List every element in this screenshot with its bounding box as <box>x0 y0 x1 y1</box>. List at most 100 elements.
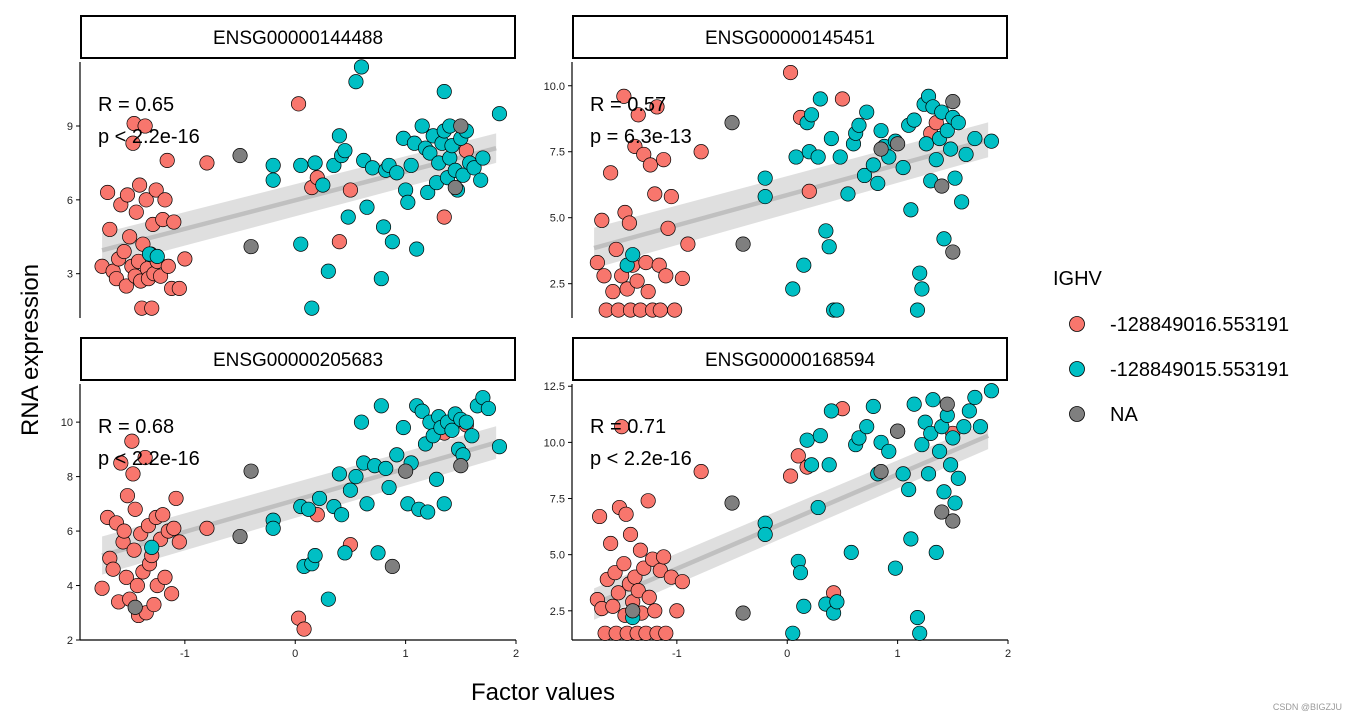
correlation-r: R = 0.65 <box>98 94 174 116</box>
data-point <box>859 419 875 435</box>
data-point <box>812 91 828 107</box>
data-point <box>395 420 411 436</box>
data-point <box>925 392 941 408</box>
data-point <box>157 192 173 208</box>
data-point <box>127 599 143 615</box>
data-point <box>453 458 469 474</box>
data-point <box>640 493 656 509</box>
data-point <box>370 545 386 561</box>
data-point <box>903 531 919 547</box>
data-point <box>589 255 605 271</box>
data-point <box>757 189 773 205</box>
data-point <box>647 186 663 202</box>
data-point <box>658 625 674 641</box>
data-point <box>293 236 309 252</box>
data-point <box>389 447 405 463</box>
data-point <box>799 432 815 448</box>
data-point <box>724 115 740 131</box>
data-point <box>961 403 977 419</box>
data-point <box>663 189 679 205</box>
data-point <box>621 215 637 231</box>
data-point <box>735 236 751 252</box>
data-point <box>243 463 259 479</box>
data-point <box>610 585 626 601</box>
correlation-p: p < 2.2e-16 <box>98 448 200 470</box>
data-point <box>311 490 328 506</box>
data-point <box>616 88 632 104</box>
data-point <box>307 155 323 171</box>
data-point <box>630 583 646 599</box>
data-point <box>790 448 806 464</box>
data-point <box>398 182 414 198</box>
legend-entry-3: NA <box>1069 404 1138 426</box>
y-tick-label: 6 <box>67 526 73 538</box>
data-point <box>359 496 375 512</box>
y-tick-label: 5.0 <box>550 213 565 225</box>
legend-label-2: -128849015.553191 <box>1110 359 1289 381</box>
data-point <box>480 400 496 417</box>
data-point <box>859 104 875 120</box>
y-tick-label: 9 <box>67 121 73 133</box>
data-point <box>199 155 215 171</box>
data-point <box>373 271 389 287</box>
data-point <box>420 184 436 201</box>
data-point <box>947 495 963 511</box>
data-point <box>757 526 773 543</box>
data-point <box>881 443 897 459</box>
x-tick-label: 2 <box>1005 648 1011 660</box>
regression-line <box>593 137 989 251</box>
data-point <box>829 594 845 610</box>
data-point <box>307 548 323 564</box>
data-point <box>785 281 801 297</box>
panel-2: ENSG00000145451 2.5 5.0 7.5 10.0 R = 0.57 p = … <box>544 15 1008 318</box>
data-point <box>132 177 148 193</box>
data-point <box>943 141 959 157</box>
data-point <box>909 302 926 318</box>
data-point <box>293 157 309 173</box>
data-point <box>605 598 621 614</box>
data-point <box>603 535 619 551</box>
data-point <box>656 549 672 565</box>
data-point <box>171 534 187 550</box>
data-point <box>890 136 906 152</box>
data-point <box>901 481 917 498</box>
correlation-p: p = 6.3e-13 <box>590 126 692 148</box>
data-point <box>342 182 358 198</box>
data-point <box>398 463 414 479</box>
data-point <box>148 182 164 198</box>
x-tick-label: 0 <box>292 648 298 660</box>
data-point <box>458 414 474 430</box>
data-point <box>137 118 153 134</box>
data-point <box>265 172 281 188</box>
y-tick-label: 2 <box>67 635 73 647</box>
data-point <box>983 133 999 149</box>
data-point <box>660 220 676 236</box>
data-point <box>912 625 928 641</box>
y-axis-label: RNA expression <box>17 264 44 436</box>
data-point <box>757 170 773 186</box>
data-point <box>821 457 837 473</box>
data-point <box>950 115 966 131</box>
data-point <box>632 542 648 558</box>
data-point <box>118 278 134 294</box>
data-point <box>125 135 141 151</box>
data-point <box>592 508 608 525</box>
data-point <box>954 194 970 210</box>
data-point <box>436 209 452 225</box>
legend-entry-1: -128849016.553191 <box>1069 314 1289 336</box>
data-point <box>320 591 336 607</box>
data-point <box>155 507 171 523</box>
x-tick-label: -1 <box>180 648 190 660</box>
data-point <box>873 123 889 139</box>
data-point <box>447 179 463 196</box>
data-point <box>618 506 634 522</box>
data-point <box>466 160 482 176</box>
data-point <box>812 428 828 444</box>
panel-3: ENSG00000205683 2 4 6 8 10 -1 0 1 2 R = 0.68 p < 2.… <box>61 337 519 660</box>
data-point <box>945 513 961 529</box>
data-point <box>160 258 176 274</box>
data-point <box>414 118 430 134</box>
data-point <box>304 300 320 316</box>
